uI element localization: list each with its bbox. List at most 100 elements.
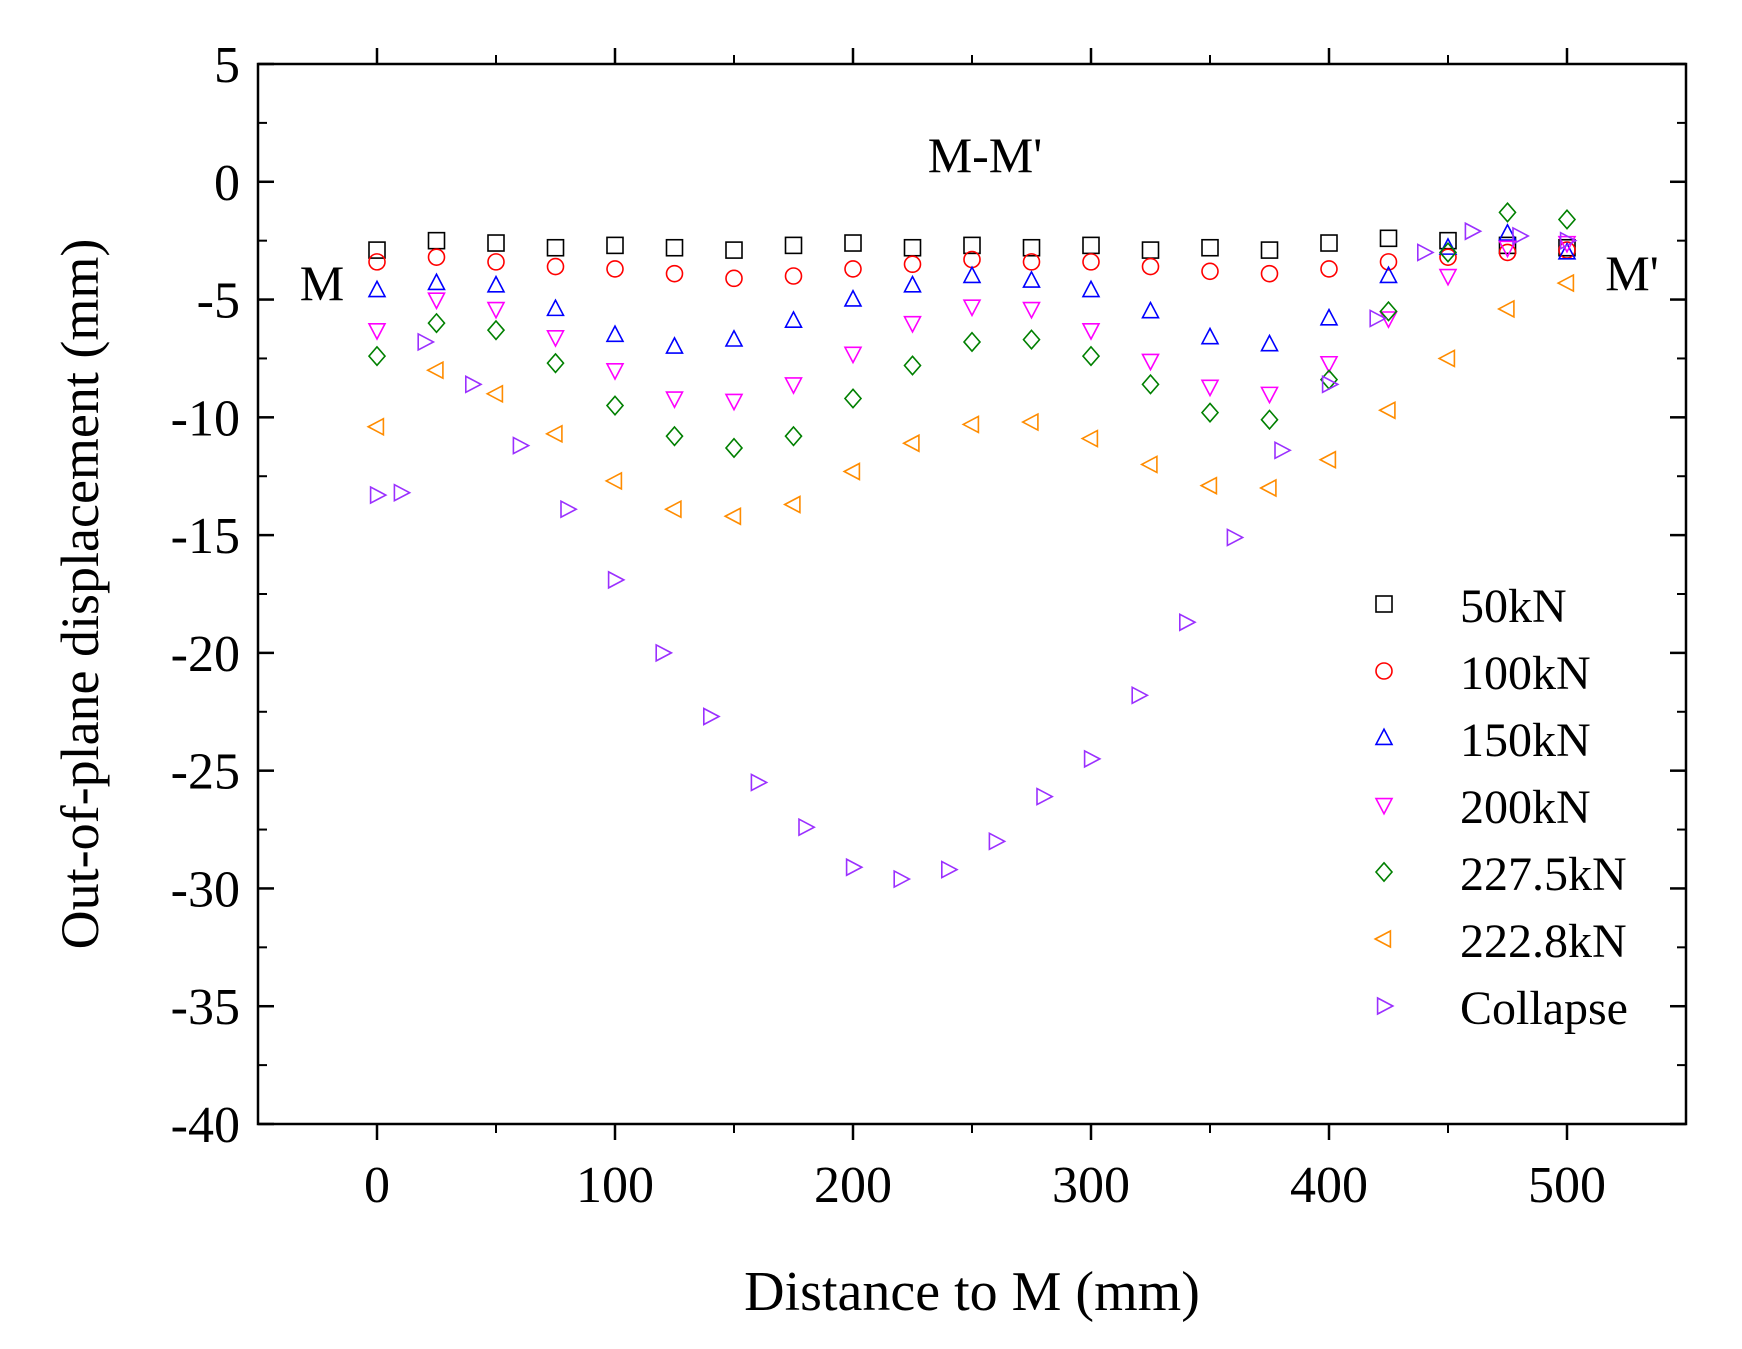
data-point <box>605 324 625 343</box>
legend-label: 200kN <box>1460 781 1591 834</box>
legend-label: 150kN <box>1460 714 1591 767</box>
data-point <box>427 231 446 250</box>
series-100kN <box>368 241 1576 288</box>
data-point <box>1082 253 1100 271</box>
data-point <box>844 234 862 252</box>
data-point <box>1320 234 1338 252</box>
data-point <box>1200 326 1220 345</box>
data-point <box>843 289 863 307</box>
left-end-label: M <box>300 255 344 311</box>
data-point <box>607 570 626 590</box>
data-point <box>1179 612 1197 632</box>
data-point <box>1321 375 1340 394</box>
data-point <box>782 495 801 514</box>
series-50kN <box>368 229 1576 259</box>
y-axis-label: Out-of-plane displacement (mm) <box>50 239 110 950</box>
data-point <box>417 332 436 352</box>
y-tick-label: -40 <box>171 1097 240 1154</box>
data-point <box>724 329 744 347</box>
x-tick-label: 100 <box>576 1157 654 1214</box>
legend-marker <box>1374 797 1394 816</box>
data-point <box>1369 309 1388 328</box>
data-point <box>606 260 624 278</box>
x-axis-label: Distance to M (mm) <box>744 1261 1200 1323</box>
data-point <box>604 471 623 491</box>
data-point <box>1439 248 1457 266</box>
data-point <box>1498 243 1517 262</box>
data-point <box>546 298 565 317</box>
data-point <box>485 384 504 404</box>
legend-marker <box>1373 929 1392 949</box>
data-point <box>1557 241 1577 260</box>
data-point <box>903 315 922 334</box>
data-point <box>962 265 982 284</box>
data-point <box>1498 201 1517 223</box>
legend-marker <box>1374 727 1394 746</box>
data-point <box>1022 301 1041 320</box>
x-tick-label: 0 <box>364 1157 390 1214</box>
data-point <box>665 336 684 354</box>
x-tick-label: 500 <box>1528 1157 1606 1214</box>
data-point <box>1141 300 1160 319</box>
data-point <box>665 238 684 257</box>
y-tick-label: -30 <box>171 861 240 918</box>
y-tick-label: 5 <box>214 37 240 94</box>
data-point <box>903 238 922 257</box>
data-point <box>963 236 981 255</box>
data-point <box>1557 209 1577 230</box>
data-point <box>962 331 982 353</box>
data-point <box>1081 279 1101 298</box>
data-point <box>1022 270 1041 288</box>
y-tick-label: -20 <box>171 626 240 683</box>
data-point <box>665 425 684 447</box>
data-point <box>893 869 912 889</box>
y-tick-label: -15 <box>171 508 240 565</box>
data-point <box>512 436 531 455</box>
data-point <box>724 437 744 459</box>
data-point <box>962 299 982 318</box>
data-point <box>1201 262 1219 281</box>
data-point <box>1200 379 1220 398</box>
data-point <box>725 269 743 288</box>
data-point <box>665 264 684 283</box>
data-point <box>1141 241 1160 259</box>
y-tick-label: 0 <box>214 155 240 212</box>
data-point <box>702 707 721 726</box>
data-point <box>1319 307 1339 326</box>
data-point <box>1082 236 1100 255</box>
legend-marker <box>1374 861 1394 883</box>
data-point <box>1139 455 1158 474</box>
data-point <box>1141 373 1160 395</box>
legend-label: 100kN <box>1460 647 1591 700</box>
data-point <box>1083 749 1102 769</box>
data-point <box>1319 355 1339 374</box>
y-axis-ticks: 5 0 -5 -10 -15 -20 -25 -30 -35 -40 <box>171 37 1686 1154</box>
data-point <box>1081 345 1101 367</box>
data-point <box>1379 253 1398 271</box>
data-point <box>1438 242 1458 263</box>
data-point <box>1020 412 1039 432</box>
legend-label: Collapse <box>1460 982 1628 1035</box>
data-point <box>606 236 624 255</box>
series-Collapse <box>369 221 1578 889</box>
data-point <box>366 417 385 437</box>
y-tick-label: -35 <box>171 979 240 1036</box>
data-point <box>903 274 922 293</box>
data-point <box>1437 349 1456 368</box>
data-point <box>1559 231 1578 250</box>
data-point <box>486 274 506 293</box>
data-point <box>367 279 387 298</box>
data-point <box>843 346 863 365</box>
data-point <box>369 485 388 505</box>
data-point <box>842 462 861 481</box>
data-point <box>1496 299 1515 319</box>
data-point <box>750 773 769 792</box>
data-point <box>1379 265 1398 284</box>
y-tick-label: -25 <box>171 744 240 801</box>
data-point <box>901 433 920 453</box>
data-point <box>903 255 922 274</box>
data-point <box>1022 238 1041 257</box>
data-point <box>1498 240 1517 259</box>
